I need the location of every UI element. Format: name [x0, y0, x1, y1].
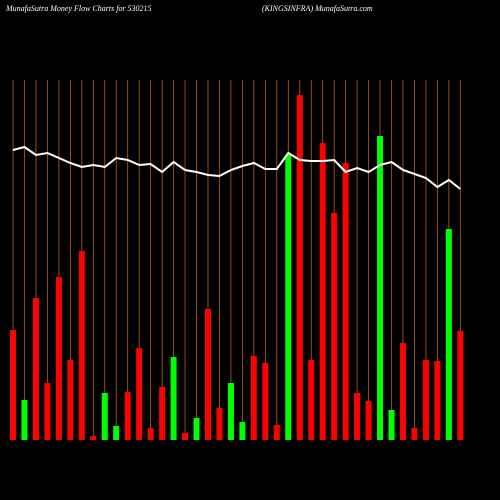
bar — [239, 422, 246, 440]
bar — [285, 155, 292, 440]
bar — [147, 428, 154, 440]
bar — [204, 309, 211, 440]
bar — [354, 393, 361, 440]
bar — [78, 251, 85, 440]
bar — [136, 348, 143, 440]
chart-title: MunafaSutra Money Flow Charts for 530215 — [5, 4, 152, 13]
bar — [422, 360, 429, 440]
bar — [124, 392, 131, 440]
bar — [296, 95, 303, 440]
bar — [319, 143, 326, 440]
bar — [101, 393, 108, 440]
bar — [411, 428, 418, 440]
bar — [365, 401, 372, 440]
bar — [445, 229, 452, 440]
bar — [262, 363, 269, 440]
bar — [193, 418, 200, 440]
bar — [113, 426, 120, 440]
bar — [21, 400, 28, 440]
bar — [308, 360, 315, 440]
bar — [159, 387, 166, 440]
money-flow-line — [12, 145, 461, 190]
bar — [32, 298, 39, 440]
bar — [227, 383, 234, 440]
bar — [170, 357, 177, 440]
bar — [10, 330, 16, 440]
chart-subtitle: (KINGSINFRA) MunafaSutra.com — [262, 4, 373, 13]
bar — [342, 163, 349, 440]
bar — [457, 331, 464, 440]
bar — [44, 383, 51, 440]
bar — [90, 436, 97, 440]
bar — [182, 433, 189, 440]
bar — [216, 408, 223, 440]
bar — [55, 277, 62, 440]
bar — [331, 213, 338, 440]
bar — [434, 361, 441, 440]
bar — [399, 343, 406, 440]
bar — [250, 356, 257, 440]
bar — [67, 360, 74, 440]
bar — [377, 136, 384, 440]
bar — [388, 410, 395, 440]
bar — [273, 425, 280, 440]
